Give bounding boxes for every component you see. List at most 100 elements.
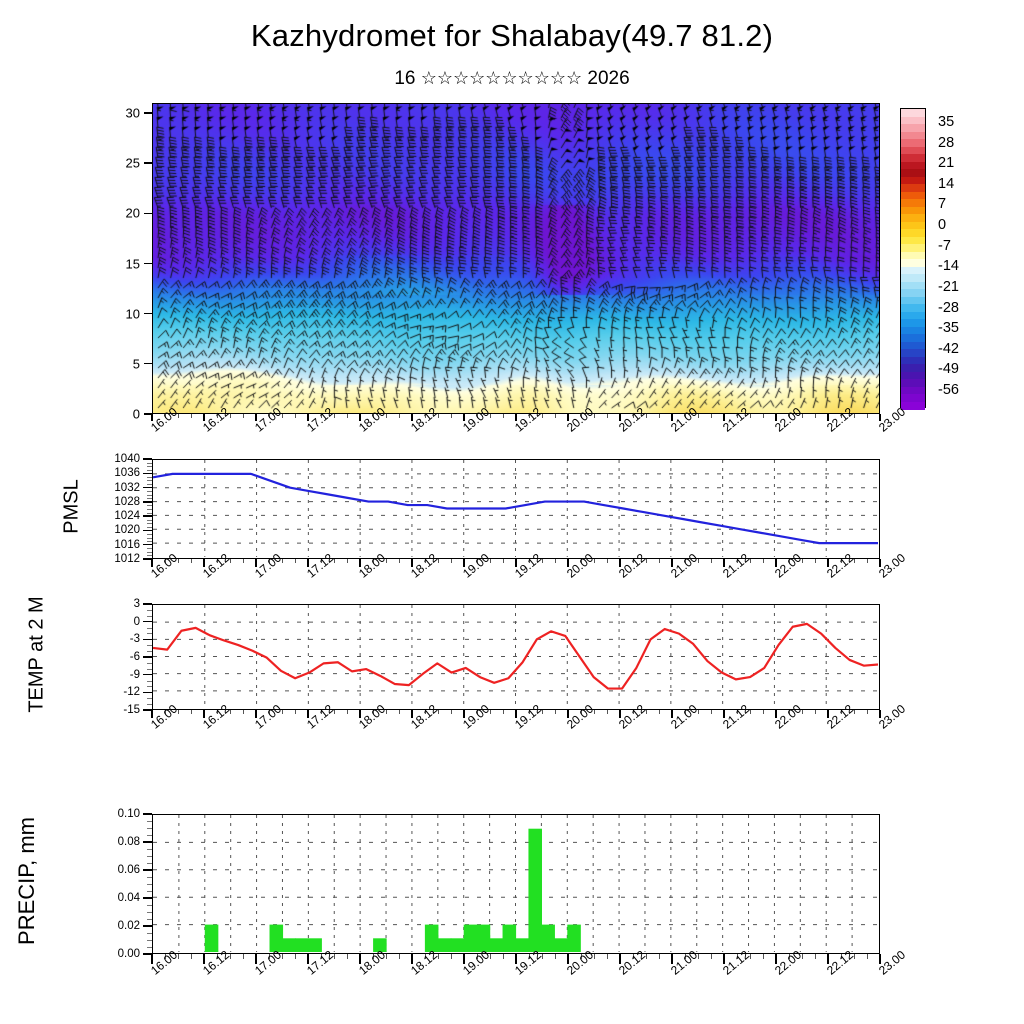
y-axis-major-tick [143, 691, 152, 694]
y-axis-tick-label: -12 [123, 686, 140, 699]
x-axis-minor-tick [815, 414, 816, 418]
colorbar-band [901, 214, 925, 223]
x-axis-minor-tick [178, 414, 179, 418]
y-axis-major-tick [144, 312, 152, 315]
temperature-colorbar [900, 108, 926, 410]
x-axis-minor-tick [386, 710, 387, 714]
y-axis-tick-label: 0 [132, 406, 140, 422]
y-axis-minor-tick [147, 933, 152, 934]
y-axis-major-tick [143, 673, 152, 676]
x-axis-minor-tick [555, 954, 556, 959]
x-axis-minor-tick [477, 414, 478, 418]
colorbar-band [901, 379, 925, 388]
x-axis-major-tick [827, 710, 829, 718]
x-axis-minor-tick [373, 559, 374, 563]
x-axis-minor-tick [594, 710, 595, 714]
x-axis-minor-tick [685, 954, 686, 959]
y-axis-major-tick [143, 656, 152, 658]
colorbar-tick-label: -49 [938, 361, 959, 378]
page-title: Kazhydromet for Shalabay(49.7 81.2) [250, 18, 774, 53]
colorbar-tick-label: 14 [938, 175, 955, 192]
x-axis-minor-tick [802, 710, 803, 714]
x-axis-minor-tick [581, 710, 582, 714]
x-axis-major-tick [411, 559, 413, 567]
x-axis-minor-tick [477, 559, 478, 563]
y-axis-major-tick [143, 486, 152, 489]
x-axis-major-tick [775, 559, 777, 567]
y-axis-tick-label: 10 [125, 306, 140, 322]
x-axis-minor-tick [789, 954, 790, 959]
y-axis-major-tick [144, 162, 152, 164]
y-axis-tick-label: 25 [125, 155, 140, 171]
x-axis-major-tick [723, 954, 725, 964]
temp-line-chart [153, 605, 878, 708]
x-axis-minor-tick [646, 710, 647, 714]
y-axis-major-tick [143, 638, 152, 641]
colorbar-band [901, 356, 925, 365]
x-axis-minor-tick [815, 954, 816, 959]
x-axis-minor-tick [581, 559, 582, 563]
y-axis-major-tick [143, 897, 152, 899]
x-axis-minor-tick [321, 954, 322, 959]
x-axis-minor-tick [594, 559, 595, 563]
cross-section-canvas [153, 104, 879, 413]
x-axis-minor-tick [243, 559, 244, 563]
x-axis-minor-tick [217, 710, 218, 714]
y-axis-minor-tick [147, 856, 152, 857]
x-axis-minor-tick [854, 414, 855, 418]
y-axis-minor-tick [147, 526, 152, 528]
x-axis-major-tick [879, 559, 881, 567]
colorbar-band [901, 326, 925, 335]
x-axis-minor-tick [750, 954, 751, 959]
x-axis-minor-tick [659, 954, 660, 959]
y-axis-minor-tick [147, 541, 152, 543]
x-axis-minor-tick [490, 954, 491, 959]
x-axis-minor-tick [633, 559, 634, 563]
x-axis-minor-tick [542, 414, 543, 418]
temp-panel[interactable] [152, 604, 880, 710]
x-axis-minor-tick [425, 414, 426, 418]
pmsl-panel[interactable] [152, 459, 880, 559]
x-axis-minor-tick [503, 414, 504, 418]
data-line [153, 622, 878, 690]
x-axis-minor-tick [789, 559, 790, 563]
x-axis-minor-tick [867, 559, 868, 563]
x-axis-minor-tick [334, 954, 335, 959]
x-axis-major-tick [671, 559, 673, 567]
temperature-cross-section-plot[interactable] [152, 103, 880, 414]
precip-panel[interactable] [152, 814, 880, 954]
colorbar-tick-label: -21 [938, 278, 959, 295]
x-axis-minor-tick [230, 559, 231, 563]
colorbar-band [901, 311, 925, 320]
pmsl-frame [152, 459, 880, 559]
x-axis-minor-tick [607, 559, 608, 563]
x-axis-minor-tick [503, 559, 504, 563]
x-axis-minor-tick [841, 710, 842, 714]
x-axis-tick-label: 23.00 [876, 550, 909, 581]
x-axis-tick-label: 23.00 [876, 404, 909, 435]
x-axis-minor-tick [867, 954, 868, 959]
precip-bar [528, 828, 542, 952]
y-axis-minor-tick [147, 615, 152, 617]
colorbar-band [901, 341, 925, 350]
colorbar-band [901, 236, 925, 245]
x-axis-minor-tick [854, 954, 855, 959]
x-axis-minor-tick [763, 710, 764, 714]
x-axis-major-tick [827, 414, 829, 421]
y-axis-tick-label: 1012 [114, 553, 140, 565]
x-axis-minor-tick [334, 710, 335, 714]
precip-frame [152, 814, 880, 954]
x-axis-minor-tick [347, 710, 348, 714]
colorbar-band [901, 334, 925, 343]
y-axis-tick-label: -6 [129, 651, 140, 663]
x-axis-major-tick [359, 559, 361, 567]
y-axis-minor-tick [147, 940, 152, 941]
x-axis-minor-tick [529, 954, 530, 959]
x-axis-minor-tick [555, 414, 556, 418]
precip-bar [295, 938, 309, 952]
x-axis-major-tick [411, 414, 413, 421]
colorbar-tick-label: 21 [938, 155, 955, 172]
x-axis-minor-tick [295, 710, 296, 714]
precip-bar [476, 924, 491, 952]
y-axis-minor-tick [147, 919, 152, 920]
